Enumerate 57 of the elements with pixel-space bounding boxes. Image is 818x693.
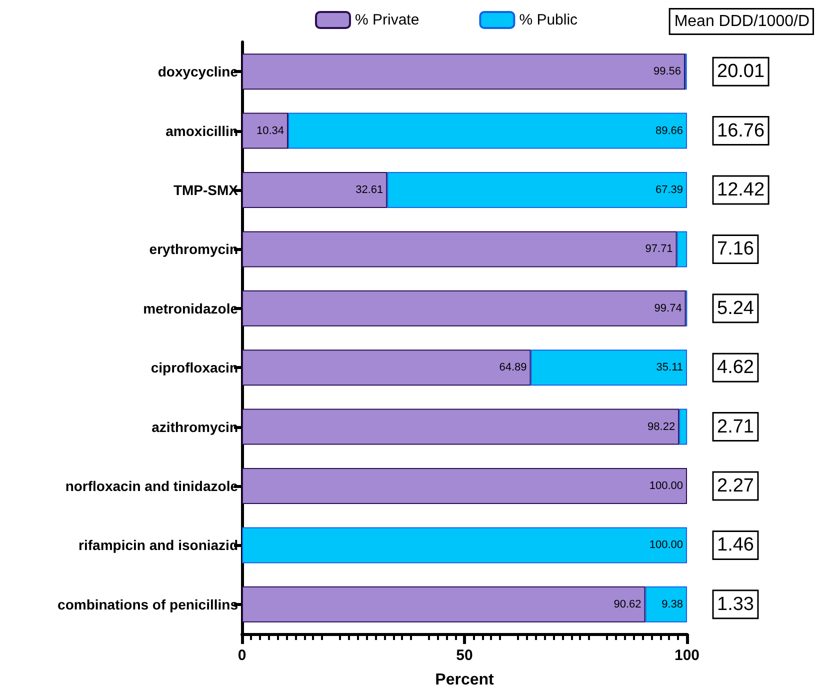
- y-tick-label: norfloxacin and tinidazole: [65, 478, 238, 494]
- bar: [242, 172, 388, 208]
- bar: [242, 468, 687, 504]
- text: 12.42: [717, 180, 765, 200]
- x-axis-title: Percent: [435, 672, 495, 688]
- text: 2.27: [717, 476, 754, 496]
- data-label: 100.00: [649, 480, 683, 492]
- text: 7.16: [717, 238, 754, 260]
- bar: [242, 54, 686, 90]
- data-label: 9.38: [662, 598, 683, 610]
- text: Mean DDD/1000/D: [674, 13, 810, 30]
- text: 5.24: [717, 298, 754, 319]
- y-tick-label: doxycycline: [158, 64, 238, 80]
- x-tick-label: 0: [238, 647, 246, 664]
- bar: [242, 231, 677, 268]
- text: 16.76: [717, 120, 765, 142]
- legend-label: % Public: [519, 12, 578, 28]
- y-tick-label: TMP-SMX: [173, 182, 239, 198]
- y-tick-label: erythromycin: [149, 241, 238, 258]
- data-label: 67.39: [655, 184, 683, 196]
- bar: [676, 231, 688, 268]
- legend-label: % Private: [355, 12, 420, 28]
- bar: [530, 350, 687, 386]
- text: 1.33: [717, 594, 754, 615]
- x-tick-label: 50: [456, 647, 473, 664]
- data-label: 90.62: [614, 598, 642, 610]
- y-tick-label: rifampicin and isoniazid: [78, 537, 238, 554]
- data-label: 97.71: [645, 243, 673, 256]
- text: 1.46: [717, 534, 754, 556]
- bar: [242, 112, 288, 149]
- data-label: 99.74: [654, 302, 682, 314]
- x-tick-label: 100: [674, 647, 700, 664]
- bar: [288, 112, 687, 149]
- text: 2.71: [717, 416, 754, 438]
- data-label: 64.89: [499, 362, 527, 374]
- bar: [242, 408, 680, 445]
- y-tick-label: combinations of penicillins: [58, 596, 238, 612]
- y-tick-label: metronidazole: [143, 300, 238, 316]
- data-label: 99.56: [654, 66, 682, 78]
- data-label: 100.00: [649, 539, 683, 552]
- y-tick-label: azithromycin: [152, 418, 238, 435]
- bar: [242, 527, 687, 564]
- bar: [387, 172, 687, 208]
- y-tick-label: amoxicillin: [166, 122, 238, 139]
- data-label: 10.34: [256, 124, 284, 137]
- text: 4.62: [717, 357, 754, 378]
- bar: [242, 290, 686, 326]
- data-label: 35.11: [656, 362, 683, 374]
- data-label: 32.61: [356, 184, 384, 196]
- bar: [679, 408, 688, 445]
- bar: [645, 586, 687, 622]
- y-tick-label: ciprofloxacin: [150, 360, 238, 376]
- bar: [242, 350, 531, 386]
- data-label: 98.22: [648, 420, 676, 433]
- data-label: 89.66: [655, 124, 683, 137]
- bar: [242, 586, 646, 622]
- text: 20.01: [717, 61, 765, 82]
